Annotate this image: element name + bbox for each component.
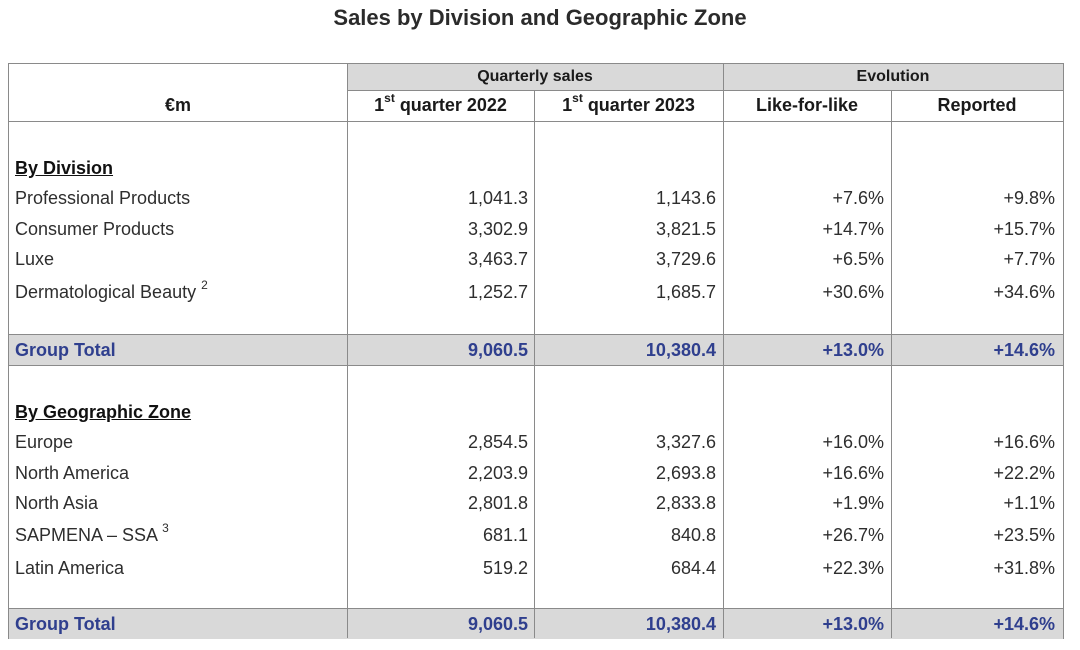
cell-reported: +16.6%: [993, 432, 1055, 452]
cell-q2022: 1,041.3: [467, 188, 528, 208]
cell-lfl: +30.6%: [822, 282, 884, 302]
row-divider: [9, 334, 1063, 335]
header-unit: €m: [164, 95, 191, 115]
cell-lfl: +6.5%: [832, 249, 884, 269]
cell-lfl: +1.9%: [832, 493, 884, 513]
cell-q2023: 3,327.6: [655, 432, 716, 452]
cell-q2022: 519.2: [482, 558, 528, 578]
cell-lfl: +26.7%: [822, 525, 884, 545]
cell-reported: +34.6%: [993, 282, 1055, 302]
cell-reported: +7.7%: [1003, 249, 1055, 269]
section-heading-zone: By Geographic Zone: [15, 402, 192, 422]
row-divider: [9, 121, 1063, 122]
cell-q2022: 1,252.7: [467, 282, 528, 302]
cell-q2023: 1,143.6: [655, 188, 716, 208]
cell-q2023: 3,821.5: [655, 219, 716, 239]
zone-total-reported: +14.6%: [993, 614, 1055, 634]
cell-q2022: 681.1: [482, 525, 528, 545]
row-label: Latin America: [15, 558, 125, 578]
cell-lfl: +16.6%: [822, 463, 884, 483]
row-divider: [9, 608, 1063, 609]
col-divider: [723, 64, 724, 638]
cell-q2023: 684.4: [670, 558, 716, 578]
sales-table: Quarterly sales Evolution €m 1st quarter…: [8, 63, 1064, 639]
cell-q2023: 2,693.8: [655, 463, 716, 483]
row-label: North America: [15, 463, 130, 483]
division-total-q2023: 10,380.4: [645, 340, 716, 360]
division-total-lfl: +13.0%: [822, 340, 884, 360]
row-label: Luxe: [15, 249, 55, 269]
row-divider: [347, 90, 1063, 91]
cell-q2022: 2,854.5: [467, 432, 528, 452]
section-heading-division: By Division: [15, 158, 114, 178]
cell-reported: +31.8%: [993, 558, 1055, 578]
header-q1-2023: 1st quarter 2023: [562, 91, 695, 115]
cell-reported: +23.5%: [993, 525, 1055, 545]
header-group-band: [347, 64, 1063, 90]
cell-lfl: +16.0%: [822, 432, 884, 452]
header-reported: Reported: [937, 95, 1017, 115]
cell-q2022: 2,203.9: [467, 463, 528, 483]
zone-total-band: [9, 608, 1063, 639]
row-label: North Asia: [15, 493, 99, 513]
header-quarterly-sales: Quarterly sales: [477, 68, 593, 85]
division-total-q2022: 9,060.5: [467, 340, 528, 360]
zone-total-q2022: 9,060.5: [467, 614, 528, 634]
col-divider: [891, 90, 892, 638]
cell-lfl: +14.7%: [822, 219, 884, 239]
header-q1-2022: 1st quarter 2022: [374, 91, 507, 115]
zone-total-q2023: 10,380.4: [645, 614, 716, 634]
cell-q2023: 1,685.7: [655, 282, 716, 302]
header-like-for-like: Like-for-like: [755, 95, 859, 115]
cell-q2022: 3,302.9: [467, 219, 528, 239]
row-label: Europe: [15, 432, 74, 452]
row-divider: [9, 365, 1063, 366]
zone-total-label: Group Total: [15, 614, 116, 634]
cell-q2023: 2,833.8: [655, 493, 716, 513]
division-total-band: [9, 334, 1063, 365]
cell-reported: +15.7%: [993, 219, 1055, 239]
cell-q2022: 3,463.7: [467, 249, 528, 269]
cell-q2023: 840.8: [670, 525, 716, 545]
cell-reported: +9.8%: [1003, 188, 1055, 208]
row-label: Consumer Products: [15, 219, 175, 239]
cell-lfl: +7.6%: [832, 188, 884, 208]
cell-q2022: 2,801.8: [467, 493, 528, 513]
row-label: Dermatological Beauty 2: [15, 278, 208, 302]
cell-reported: +22.2%: [993, 463, 1055, 483]
col-divider: [534, 90, 535, 638]
row-label: Professional Products: [15, 188, 191, 208]
division-total-label: Group Total: [15, 340, 116, 360]
row-label: SAPMENA – SSA 3: [15, 521, 169, 545]
page-title: Sales by Division and Geographic Zone: [333, 5, 747, 30]
cell-lfl: +22.3%: [822, 558, 884, 578]
division-total-reported: +14.6%: [993, 340, 1055, 360]
header-evolution: Evolution: [856, 68, 930, 85]
cell-reported: +1.1%: [1003, 493, 1055, 513]
col-divider: [347, 64, 348, 638]
cell-q2023: 3,729.6: [655, 249, 716, 269]
zone-total-lfl: +13.0%: [822, 614, 884, 634]
